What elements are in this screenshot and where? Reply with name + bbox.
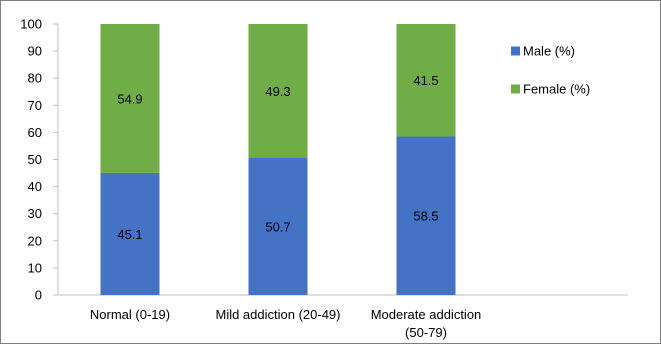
y-tick-label: 40 [28, 179, 42, 194]
bar-segment [396, 24, 456, 137]
data-label: 50.7 [265, 219, 290, 234]
x-tick-label: Mild addiction (20-49) [215, 307, 340, 322]
legend: Male (%) Female (%) [511, 44, 590, 97]
data-label: 45.1 [117, 227, 142, 242]
bars: 45.1 54.9 50.7 49.3 58.5 41.5 [100, 24, 456, 295]
bar-segment [396, 136, 456, 295]
y-tick-label: 100 [20, 17, 42, 32]
legend-swatch [511, 46, 520, 56]
bar-segment [248, 157, 308, 295]
x-tick-label: (50-79) [405, 325, 447, 340]
x-tick-label: Moderate addiction [371, 307, 482, 322]
data-label: 49.3 [265, 84, 290, 99]
bar-segment [100, 24, 160, 173]
bar-segment [248, 24, 308, 158]
data-label: 41.5 [413, 73, 438, 88]
y-tick-label: 0 [35, 288, 42, 303]
y-tick-label: 90 [28, 44, 42, 59]
y-tick-label: 10 [28, 260, 42, 275]
y-tick-label: 60 [28, 125, 42, 140]
legend-label: Male (%) [523, 44, 575, 59]
x-axis: Normal (0-19) Mild addiction (20-49) Moder… [58, 294, 628, 340]
x-tick-label: Normal (0-19) [90, 307, 170, 322]
legend-label: Female (%) [523, 82, 590, 97]
y-tick-label: 50 [28, 152, 42, 167]
y-tick-label: 70 [28, 98, 42, 113]
bar-segment [100, 172, 160, 295]
data-label: 58.5 [413, 209, 438, 224]
y-tick-label: 80 [28, 71, 42, 86]
y-tick-label: 30 [28, 206, 42, 221]
data-label: 54.9 [117, 91, 142, 106]
y-tick-label: 20 [28, 233, 42, 248]
legend-swatch [511, 84, 520, 94]
y-axis: 0 10 20 30 40 50 60 70 80 90 100 [20, 17, 59, 303]
